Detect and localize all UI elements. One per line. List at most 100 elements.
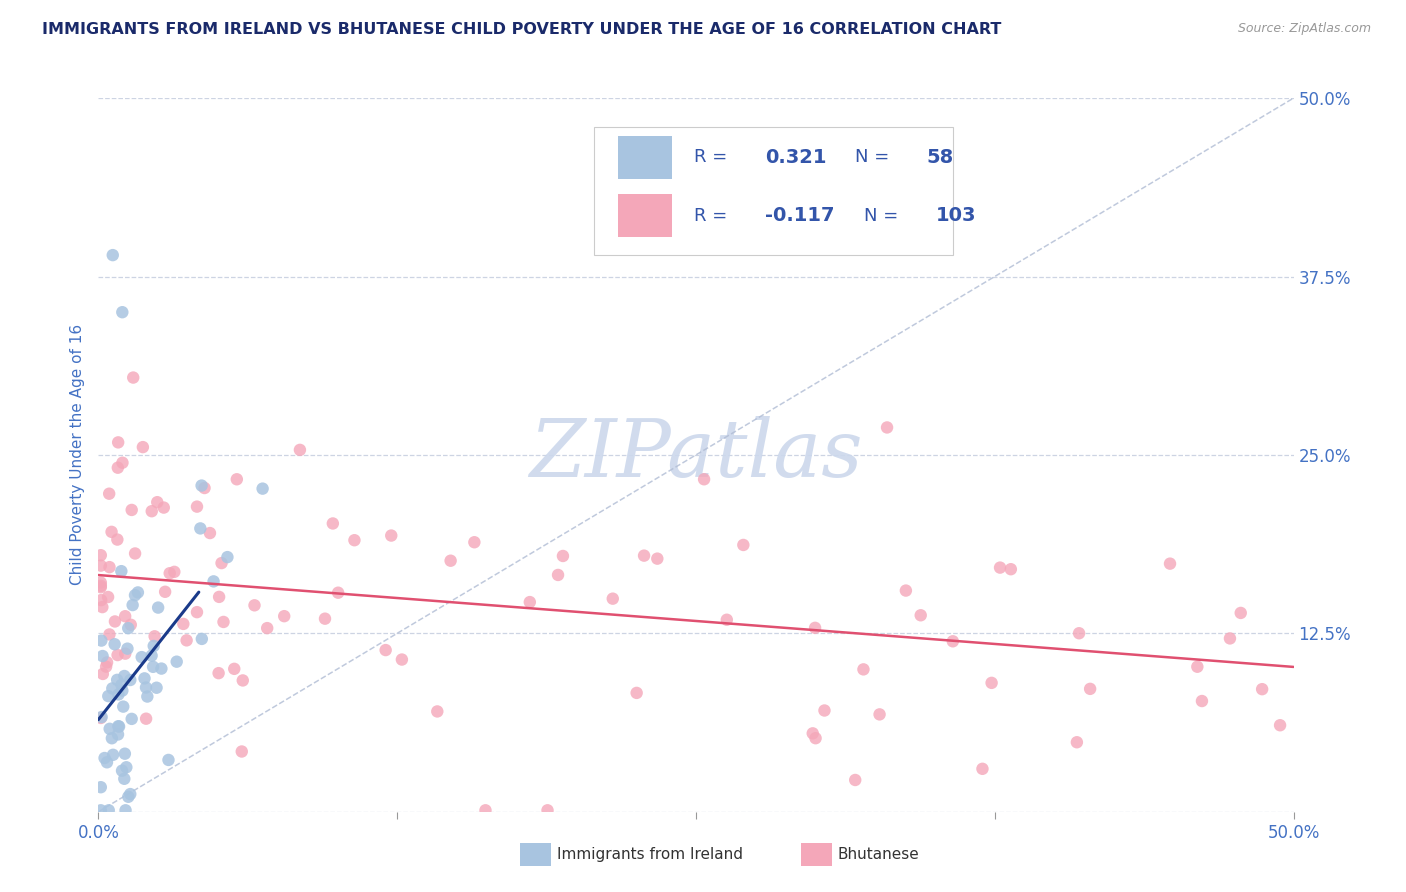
Point [117, 621, 139, 635]
Point [980, 676, 1002, 690]
Point [910, 608, 932, 623]
Point [547, 568, 569, 582]
Point [474, 803, 496, 817]
Text: ZIPatlas: ZIPatlas [529, 417, 863, 493]
Point [322, 516, 344, 531]
Point [143, 629, 166, 643]
Point [1078, 681, 1101, 696]
Point [380, 528, 402, 542]
Point [90, 548, 112, 562]
Point [869, 707, 891, 722]
Point [120, 787, 142, 801]
Point [90, 593, 112, 607]
Point [142, 660, 165, 674]
Point [172, 616, 194, 631]
Point [90, 780, 112, 795]
Point [134, 672, 156, 686]
Text: IMMIGRANTS FROM IRELAND VS BHUTANESE CHILD POVERTY UNDER THE AGE OF 16 CORRELATI: IMMIGRANTS FROM IRELAND VS BHUTANESE CHI… [42, 22, 1001, 37]
Text: -0.117: -0.117 [765, 206, 835, 226]
Point [90, 803, 112, 817]
Point [145, 681, 167, 695]
Point [90, 579, 112, 593]
Point [232, 673, 254, 688]
Point [98, 627, 121, 641]
Point [105, 533, 128, 547]
Point [107, 648, 129, 662]
Point [733, 538, 755, 552]
Point [101, 681, 124, 696]
Point [100, 524, 122, 539]
Point [633, 549, 655, 563]
Point [439, 554, 461, 568]
Point [190, 478, 212, 492]
Point [124, 546, 146, 560]
Point [112, 669, 135, 683]
Point [107, 719, 129, 733]
Point [115, 760, 138, 774]
Point [105, 673, 128, 687]
Point [117, 789, 139, 804]
Point [224, 662, 246, 676]
Point [117, 641, 139, 656]
Point [90, 710, 112, 724]
Point [844, 772, 866, 787]
Point [141, 648, 163, 663]
Point [988, 560, 1011, 574]
Point [146, 600, 169, 615]
Point [97, 590, 120, 604]
Point [127, 585, 149, 599]
Point [120, 617, 142, 632]
Point [243, 599, 266, 613]
Point [153, 584, 176, 599]
Point [114, 747, 136, 761]
Point [188, 521, 211, 535]
Point [101, 248, 124, 262]
Point [97, 689, 120, 703]
Point [104, 637, 127, 651]
Point [343, 533, 366, 548]
Point [90, 558, 112, 573]
Point [94, 659, 117, 673]
Point [207, 666, 229, 681]
Point [191, 632, 214, 646]
Point [225, 472, 247, 486]
Point [1187, 659, 1209, 673]
Point [536, 803, 558, 817]
Point [186, 500, 208, 514]
Point [1219, 632, 1241, 646]
Point [942, 634, 965, 648]
Point [804, 621, 827, 635]
Point [150, 662, 173, 676]
Point [693, 472, 716, 486]
Point [813, 704, 835, 718]
Point [121, 712, 143, 726]
Point [804, 731, 827, 746]
Point [132, 440, 155, 454]
Point [136, 690, 159, 704]
Text: Source: ZipAtlas.com: Source: ZipAtlas.com [1237, 22, 1371, 36]
FancyBboxPatch shape [619, 194, 672, 237]
Text: N =: N = [865, 207, 910, 225]
Point [98, 486, 121, 500]
Point [107, 727, 129, 741]
Point [110, 678, 132, 692]
Point [124, 588, 146, 602]
Point [91, 648, 114, 663]
Point [90, 580, 112, 594]
Point [135, 712, 157, 726]
Point [114, 803, 136, 817]
Point [202, 574, 225, 589]
Point [252, 482, 274, 496]
Point [90, 711, 112, 725]
Point [114, 647, 136, 661]
Point [122, 370, 145, 384]
Point [894, 583, 917, 598]
Point [374, 643, 396, 657]
Point [135, 681, 157, 695]
Text: R =: R = [693, 207, 738, 225]
Point [107, 460, 129, 475]
Point [91, 667, 114, 681]
Point [101, 747, 124, 762]
Point [111, 764, 134, 778]
Point [208, 590, 231, 604]
